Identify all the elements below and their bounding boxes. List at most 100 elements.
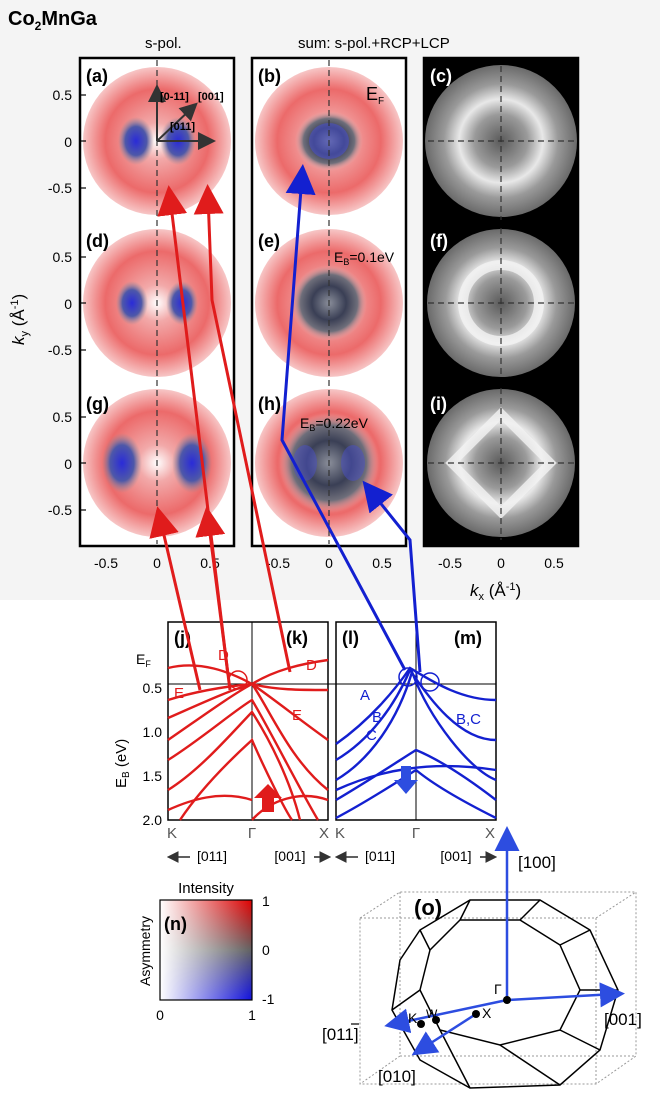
panel-label-d: (d) [86,231,109,251]
colorbar-x-ticks: 0 1 [156,1007,256,1023]
bz-point-X: X [482,1005,492,1021]
svg-text:X: X [319,825,329,842]
band-letter-BC: B,C [456,711,481,728]
band-letter-E-right: E [292,707,302,724]
svg-text:Γ: Γ [412,825,420,842]
svg-text:[011]: [011] [365,848,395,864]
svg-text:2.0: 2.0 [143,812,163,828]
band-letter-B: B [372,709,382,726]
svg-text:K: K [335,825,345,842]
band-letter-E-left: E [174,685,184,702]
svg-text:X: X [485,825,495,842]
majority-bands [167,658,329,821]
panel-label-k: (k) [286,628,308,648]
svg-text:1.5: 1.5 [143,768,163,784]
direction-arrows [148,84,216,150]
band-letter-D-left: D [218,647,229,664]
svg-text:0: 0 [156,1007,164,1023]
svg-text:[001]: [001] [274,848,305,864]
ky-tick-marks [80,94,86,511]
colorbar-frame [159,899,253,1001]
svg-text:0: 0 [153,555,161,571]
svg-text:-0.5: -0.5 [94,555,118,571]
svg-text:0.5: 0.5 [53,409,73,425]
band-ef-label: EF [136,651,151,669]
panel-label-i: (i) [430,394,447,414]
bz-point-Gamma: Γ [494,981,502,997]
bz-points [417,996,511,1028]
colorbar-title: Intensity [178,880,234,897]
svg-text:0: 0 [64,134,72,150]
panel-label-g: (g) [86,394,109,414]
bz-axes [384,826,625,1056]
colorbar-y-ticks: 1 0 -1 [262,893,275,1007]
panel-label-b: (b) [258,66,281,86]
svg-text:0.5: 0.5 [200,555,220,571]
column-label-sum: sum: s-pol.+RCP+LCP [298,35,450,52]
colorbar-ylabel: Asymmetry [137,916,153,986]
kx-ticks: -0.5 0 0.5 -0.5 0 0.5 -0.5 0 0.5 [94,555,564,571]
band-dir-labels: [011] [001] [011] [001] [197,848,472,864]
svg-text:1: 1 [248,1007,256,1023]
svg-text:1: 1 [262,893,270,909]
svg-text:-1: -1 [262,991,275,1007]
panel-label-h: (h) [258,394,281,414]
spin-down-arrow [394,766,418,794]
svg-text:0.5: 0.5 [53,87,73,103]
panel-label-a: (a) [86,66,108,86]
compound-title: Co2MnGa [8,8,98,33]
bz-polyhedron [391,899,619,1089]
panel-label-e: (e) [258,231,280,251]
band-sym-labels: K Γ X K Γ X [167,825,495,842]
svg-text:-0.5: -0.5 [438,555,462,571]
bz-cube [359,891,637,1085]
bz-point-W: W [426,1007,438,1021]
bz-dir-100: [100] [518,853,556,872]
band-letter-D-right: D [306,657,317,674]
svg-text:-0.5: -0.5 [48,502,72,518]
svg-text:0: 0 [64,296,72,312]
colorbar-intensity-overlay [160,900,252,1000]
eb-label-h: EB=0.22eV [300,415,369,433]
svg-text:[001]: [001] [440,848,471,864]
eb-label-e: EB=0.1eV [334,249,395,267]
svg-text:-0.5: -0.5 [48,342,72,358]
panel-label-c: (c) [430,66,452,86]
panel-label-f: (f) [430,231,448,251]
ky-axis-label: ky (Å-1) [9,294,31,345]
svg-text:0: 0 [262,942,270,958]
circle-minority-1 [398,667,418,687]
svg-text:0.5: 0.5 [53,249,73,265]
band-letter-C: C [366,727,377,744]
band-letter-A: A [360,687,370,704]
bz-dir-010: [010] [378,1067,416,1086]
column-label-spol: s-pol. [145,35,182,52]
bz-point-K: K [408,1010,418,1026]
svg-text:0.5: 0.5 [372,555,392,571]
dir-label-001: [001] [198,91,224,103]
panel-label-m: (m) [454,628,482,648]
kx-axis-label: kx (Å-1) [470,581,521,603]
svg-text:-0.5: -0.5 [266,555,290,571]
ky-ticks: 0.5 0 -0.5 0.5 0 -0.5 0.5 0 -0.5 [48,87,72,518]
panel-label-l: (l) [342,628,359,648]
blue-connector-arrows [280,164,422,673]
svg-text:0.5: 0.5 [544,555,564,571]
circle-minority-2 [420,672,440,692]
spin-up-arrow [254,784,282,812]
panel-label-n: (n) [164,914,187,934]
svg-text:K: K [167,825,177,842]
dir-label-0m11: [0-11] [160,91,189,103]
panel-label-o: (o) [414,895,442,920]
svg-text:0: 0 [64,456,72,472]
svg-text:-0.5: -0.5 [48,180,72,196]
band-ticks: 0.5 1.0 1.5 2.0 [143,680,163,828]
svg-text:0: 0 [325,555,333,571]
ef-label: EF [366,84,384,107]
svg-text:Γ: Γ [248,825,256,842]
dir-label-011: [011] [170,121,195,133]
bz-dir-01m1: [011] [322,1025,359,1044]
svg-text:1.0: 1.0 [143,724,163,740]
svg-text:[011]: [011] [197,848,227,864]
